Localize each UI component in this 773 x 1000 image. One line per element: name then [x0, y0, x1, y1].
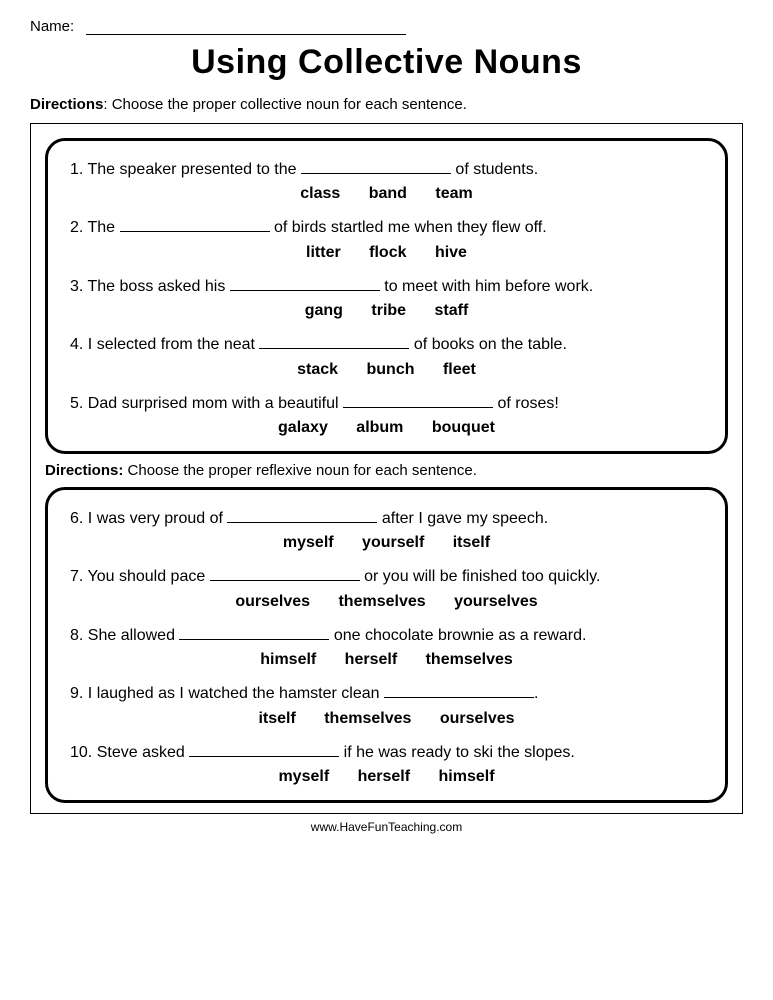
q10-post: if he was ready to ski the slopes. — [339, 744, 575, 761]
q5-blank[interactable] — [343, 393, 493, 407]
q6-choices[interactable]: myself yourself itself — [70, 534, 703, 552]
q4-post: of books on the table. — [409, 336, 566, 353]
q6-num: 6. — [70, 510, 83, 527]
q7-num: 7. — [70, 568, 83, 585]
q7-pre: You should pace — [88, 568, 210, 585]
page-title: Using Collective Nouns — [30, 43, 743, 82]
q2-blank[interactable] — [120, 218, 270, 232]
q3-choices[interactable]: gang tribe staff — [70, 302, 703, 320]
q4-choices[interactable]: stack bunch fleet — [70, 361, 703, 379]
q7-blank[interactable] — [210, 567, 360, 581]
q3-num: 3. — [70, 278, 83, 295]
name-row: Name: — [30, 18, 743, 35]
panel-collective: 1. The speaker presented to the of stude… — [45, 138, 728, 454]
directions-2: Directions: Choose the proper reflexive … — [45, 462, 728, 479]
question-6: 6. I was very proud of after I gave my s… — [70, 508, 703, 530]
q7-choices[interactable]: ourselves themselves yourselves — [70, 593, 703, 611]
directions-1: Directions: Choose the proper collective… — [30, 96, 743, 113]
panel-reflexive: 6. I was very proud of after I gave my s… — [45, 487, 728, 803]
directions-1-label: Directions — [30, 96, 103, 113]
q4-pre: I selected from the neat — [88, 336, 260, 353]
q9-pre: I laughed as I watched the hamster clean — [88, 685, 384, 702]
q2-post: of birds startled me when they flew off. — [270, 219, 547, 236]
outer-frame: 1. The speaker presented to the of stude… — [30, 123, 743, 814]
name-input-line[interactable] — [86, 34, 406, 35]
directions-2-text: Choose the proper reflexive noun for eac… — [123, 462, 477, 479]
q8-choices[interactable]: himself herself themselves — [70, 651, 703, 669]
q5-pre: Dad surprised mom with a beautiful — [88, 395, 343, 412]
q3-pre: The boss asked his — [88, 278, 230, 295]
q5-num: 5. — [70, 395, 83, 412]
q9-num: 9. — [70, 685, 83, 702]
question-5: 5. Dad surprised mom with a beautiful of… — [70, 393, 703, 415]
q2-num: 2. — [70, 219, 83, 236]
q2-pre: The — [88, 219, 120, 236]
question-10: 10. Steve asked if he was ready to ski t… — [70, 742, 703, 764]
q9-blank[interactable] — [384, 684, 534, 698]
footer-url: www.HaveFunTeaching.com — [30, 820, 743, 834]
q4-num: 4. — [70, 336, 83, 353]
q1-num: 1. — [70, 161, 83, 178]
question-3: 3. The boss asked his to meet with him b… — [70, 276, 703, 298]
question-8: 8. She allowed one chocolate brownie as … — [70, 625, 703, 647]
question-4: 4. I selected from the neat of books on … — [70, 334, 703, 356]
q8-pre: She allowed — [88, 627, 180, 644]
q1-pre: The speaker presented to the — [88, 161, 301, 178]
q9-choices[interactable]: itself themselves ourselves — [70, 710, 703, 728]
q5-post: of roses! — [493, 395, 559, 412]
question-9: 9. I laughed as I watched the hamster cl… — [70, 683, 703, 705]
q1-post: of students. — [451, 161, 538, 178]
name-label: Name: — [30, 18, 74, 35]
q10-blank[interactable] — [189, 742, 339, 756]
q2-choices[interactable]: litter flock hive — [70, 244, 703, 262]
q3-blank[interactable] — [230, 276, 380, 290]
q1-blank[interactable] — [301, 160, 451, 174]
q6-post: after I gave my speech. — [377, 510, 548, 527]
q10-num: 10. — [70, 744, 92, 761]
q3-post: to meet with him before work. — [380, 278, 593, 295]
directions-1-text: : Choose the proper collective noun for … — [103, 96, 467, 113]
q9-post: . — [534, 685, 538, 702]
q7-post: or you will be finished too quickly. — [360, 568, 601, 585]
question-7: 7. You should pace or you will be finish… — [70, 566, 703, 588]
q10-choices[interactable]: myself herself himself — [70, 768, 703, 786]
q8-blank[interactable] — [179, 625, 329, 639]
q8-post: one chocolate brownie as a reward. — [329, 627, 586, 644]
q8-num: 8. — [70, 627, 83, 644]
q1-choices[interactable]: class band team — [70, 185, 703, 203]
q6-blank[interactable] — [227, 509, 377, 523]
q10-pre: Steve asked — [97, 744, 190, 761]
question-2: 2. The of birds startled me when they fl… — [70, 217, 703, 239]
q5-choices[interactable]: galaxy album bouquet — [70, 419, 703, 437]
q6-pre: I was very proud of — [88, 510, 228, 527]
question-1: 1. The speaker presented to the of stude… — [70, 159, 703, 181]
q4-blank[interactable] — [259, 335, 409, 349]
directions-2-label: Directions: — [45, 462, 123, 479]
